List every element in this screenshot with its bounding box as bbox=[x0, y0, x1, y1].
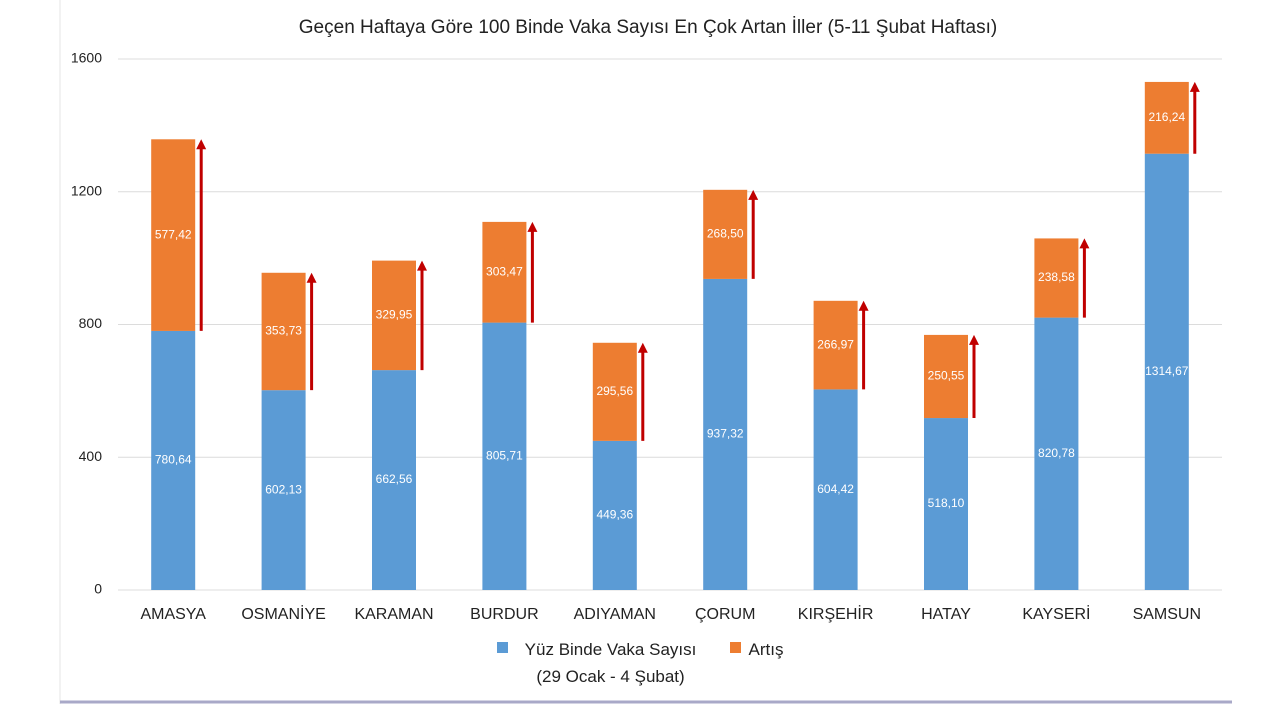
bar-segment bbox=[1144, 81, 1189, 154]
arrow-head bbox=[748, 189, 759, 200]
bar-segment bbox=[592, 440, 637, 590]
arrow-head bbox=[1189, 81, 1200, 92]
arrow-head bbox=[969, 334, 979, 345]
bar-segment bbox=[151, 330, 196, 590]
legend-swatch bbox=[729, 642, 741, 653]
legend-label: Artış bbox=[748, 640, 784, 659]
data-label: 937,32 bbox=[707, 427, 744, 441]
bar-segment bbox=[703, 189, 748, 279]
x-tick-label: ÇORUM bbox=[695, 606, 755, 623]
data-label: 250,55 bbox=[928, 369, 965, 383]
x-tick-label: AMASYA bbox=[140, 606, 206, 623]
x-tick-label: KARAMAN bbox=[354, 606, 433, 623]
x-tick-label: BURDUR bbox=[470, 606, 538, 623]
bar-segment bbox=[924, 334, 968, 419]
data-label: 295,56 bbox=[596, 384, 633, 398]
bar-segment bbox=[372, 260, 416, 371]
bar-segment bbox=[151, 139, 196, 331]
data-label: 805,71 bbox=[486, 448, 523, 462]
legend: Yüz Binde Vaka Sayısı (29 Ocak - 4 Şubat… bbox=[0, 636, 1280, 690]
bar-segment bbox=[482, 221, 527, 323]
bar-segment bbox=[703, 278, 748, 590]
data-label: 238,58 bbox=[1038, 270, 1075, 284]
data-label: 662,56 bbox=[376, 472, 413, 486]
arrow-head bbox=[1079, 238, 1090, 249]
legend-label: Yüz Binde Vaka Sayısı (29 Ocak - 4 Şubat… bbox=[524, 640, 697, 686]
bar-segment bbox=[592, 342, 637, 441]
legend-item: Yüz Binde Vaka Sayısı (29 Ocak - 4 Şubat… bbox=[496, 636, 706, 690]
data-label: 268,50 bbox=[707, 227, 744, 241]
data-label: 518,10 bbox=[928, 496, 965, 510]
data-label: 329,95 bbox=[376, 308, 413, 322]
x-tick-label: HATAY bbox=[921, 606, 971, 623]
bar-segment bbox=[261, 390, 306, 590]
bar-segment bbox=[813, 300, 858, 390]
bar-segment bbox=[1144, 153, 1189, 590]
bar-segment bbox=[261, 272, 306, 391]
data-label: 449,36 bbox=[596, 508, 633, 522]
arrow-head bbox=[637, 342, 648, 353]
data-label: 1314,67 bbox=[1145, 364, 1189, 378]
data-label: 820,78 bbox=[1038, 446, 1075, 460]
y-tick-label: 1200 bbox=[71, 182, 102, 198]
arrow-head bbox=[417, 260, 427, 271]
arrow-head bbox=[527, 221, 538, 232]
bar-segment bbox=[482, 322, 527, 590]
arrow-head bbox=[196, 139, 207, 150]
data-label: 266,97 bbox=[817, 337, 854, 351]
bar-segment bbox=[924, 418, 968, 590]
data-label: 216,24 bbox=[1148, 110, 1185, 124]
data-label: 353,73 bbox=[265, 324, 302, 338]
x-tick-label: KAYSERİ bbox=[1022, 604, 1090, 623]
bar-segment bbox=[1034, 238, 1079, 318]
bar-segment bbox=[1034, 317, 1079, 590]
y-tick-label: 0 bbox=[94, 581, 102, 597]
x-tick-label: OSMANİYE bbox=[241, 604, 325, 623]
bar-segment bbox=[813, 389, 858, 590]
y-tick-label: 400 bbox=[79, 448, 103, 464]
data-label: 780,64 bbox=[155, 453, 192, 467]
y-tick-label: 1600 bbox=[71, 50, 102, 66]
y-tick-label: 800 bbox=[79, 315, 103, 331]
data-label: 602,13 bbox=[265, 482, 302, 496]
x-tick-label: ADIYAMAN bbox=[574, 606, 656, 623]
chart-title: Geçen Haftaya Göre 100 Binde Vaka Sayısı… bbox=[299, 17, 997, 38]
data-label: 577,42 bbox=[155, 227, 192, 241]
arrow-head bbox=[306, 272, 317, 283]
data-label: 604,42 bbox=[817, 482, 854, 496]
arrow-head bbox=[858, 300, 869, 311]
x-tick-label: SAMSUN bbox=[1133, 606, 1201, 623]
x-tick-label: KIRŞEHİR bbox=[798, 604, 874, 623]
bar-segment bbox=[372, 370, 416, 590]
legend-item: Artış bbox=[729, 636, 784, 690]
legend-swatch bbox=[496, 642, 508, 653]
data-label: 303,47 bbox=[486, 264, 523, 278]
